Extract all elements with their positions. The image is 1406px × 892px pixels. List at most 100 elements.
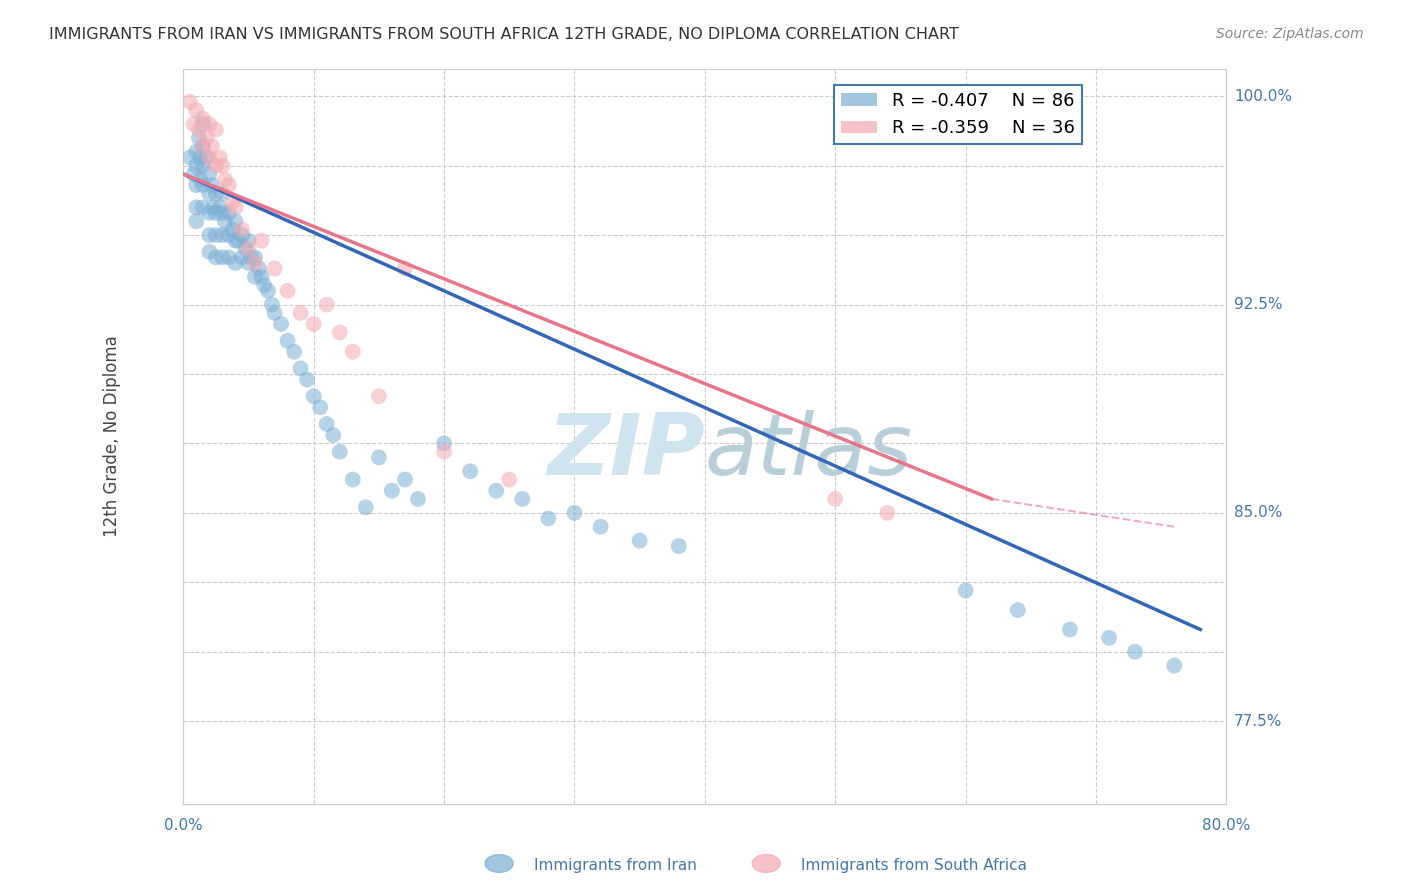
Point (218, 206, 240, 220)
Point (226, 234, 249, 248)
Point (222, 194, 245, 209)
Text: 85.0%: 85.0% (1234, 506, 1282, 520)
Point (202, 200, 225, 214)
Point (224, 256, 246, 270)
Text: Immigrants from South Africa: Immigrants from South Africa (801, 858, 1028, 872)
Point (329, 444, 352, 458)
Point (243, 251, 266, 265)
Point (191, 139, 214, 153)
Text: Source: ZipAtlas.com: Source: ZipAtlas.com (1216, 27, 1364, 41)
Point (188, 150, 211, 164)
Text: 77.5%: 77.5% (1234, 714, 1282, 729)
Point (191, 200, 214, 214)
Point (186, 103, 208, 118)
Point (238, 242, 260, 256)
Point (243, 269, 266, 284)
Point (231, 222, 253, 236)
Point (240, 251, 263, 265)
Text: 100.0%: 100.0% (1234, 89, 1292, 103)
Point (406, 491, 429, 506)
Point (309, 401, 332, 415)
Legend: R = -0.407    N = 86, R = -0.359    N = 36: R = -0.407 N = 86, R = -0.359 N = 36 (834, 85, 1081, 145)
Point (322, 428, 344, 442)
Point (915, 805, 938, 820)
Point (876, 506, 898, 520)
Point (277, 284, 299, 298)
Point (186, 178, 208, 193)
Point (195, 150, 218, 164)
Point (183, 117, 205, 131)
Point (537, 511, 560, 525)
Point (179, 150, 201, 164)
Point (253, 278, 276, 293)
Text: IMMIGRANTS FROM IRAN VS IMMIGRANTS FROM SOUTH AFRICA 12TH GRADE, NO DIPLOMA CORR: IMMIGRANTS FROM IRAN VS IMMIGRANTS FROM … (49, 27, 959, 42)
Point (263, 261, 285, 276)
Point (201, 139, 224, 153)
Point (179, 95, 201, 109)
Text: 0.0%: 0.0% (165, 818, 202, 833)
Point (485, 483, 508, 498)
Point (211, 251, 233, 265)
Point (510, 491, 533, 506)
Point (183, 167, 205, 181)
Point (1059, 623, 1081, 637)
Point (1163, 658, 1185, 673)
Point (224, 200, 246, 214)
Point (394, 473, 416, 487)
Point (211, 159, 233, 173)
Point (498, 473, 520, 487)
Point (247, 261, 270, 276)
Point (250, 234, 273, 248)
Point (191, 139, 214, 153)
Point (224, 214, 246, 228)
Point (205, 228, 228, 243)
Point (191, 178, 214, 193)
Point (564, 506, 586, 520)
Point (224, 234, 246, 248)
Point (231, 228, 253, 243)
Point (283, 344, 305, 359)
Point (628, 533, 651, 548)
Point (824, 491, 846, 506)
Point (589, 520, 612, 534)
Point (191, 112, 214, 126)
Point (315, 417, 337, 431)
Point (186, 159, 208, 173)
Point (277, 334, 299, 348)
Text: atlas: atlas (704, 409, 912, 492)
Text: 80.0%: 80.0% (1202, 818, 1250, 833)
Point (214, 172, 236, 186)
Point (315, 297, 337, 311)
Point (329, 326, 352, 340)
Point (243, 256, 266, 270)
Point (198, 228, 221, 243)
Point (381, 483, 404, 498)
Point (198, 150, 221, 164)
Point (208, 150, 231, 164)
Point (205, 122, 228, 136)
Point (257, 284, 280, 298)
Point (205, 251, 228, 265)
Point (198, 244, 221, 259)
Point (238, 256, 260, 270)
Point (205, 159, 228, 173)
Point (394, 261, 416, 276)
Point (214, 214, 236, 228)
Point (191, 159, 214, 173)
Point (295, 373, 318, 387)
Point (270, 317, 292, 331)
Point (201, 178, 224, 193)
Point (218, 178, 240, 193)
Point (458, 464, 481, 478)
Point (302, 389, 325, 403)
Point (198, 117, 221, 131)
Point (191, 117, 214, 131)
Point (208, 200, 231, 214)
Point (1007, 603, 1029, 617)
Point (186, 214, 208, 228)
Point (187, 131, 209, 145)
Text: ZIP: ZIP (547, 409, 704, 492)
Point (218, 251, 240, 265)
Point (433, 436, 456, 450)
Point (231, 251, 253, 265)
